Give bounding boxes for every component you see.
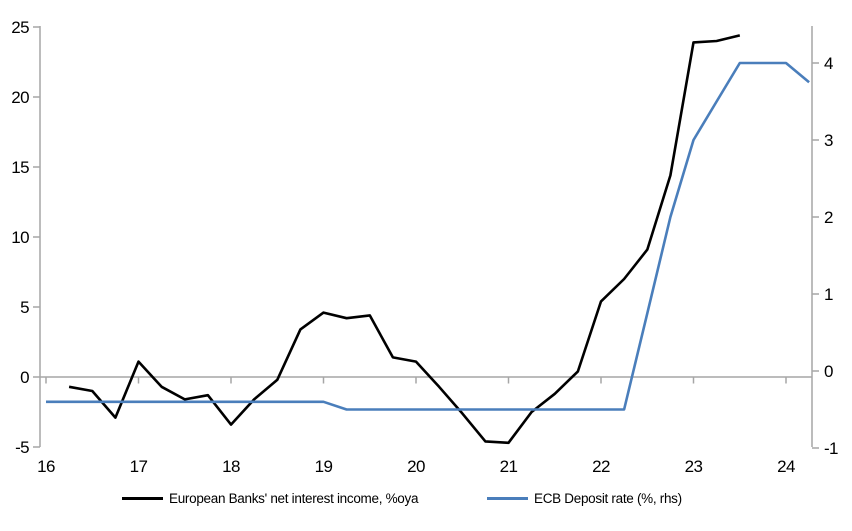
right-axis-tick-label: 4 xyxy=(824,54,833,73)
right-axis-tick-label: 1 xyxy=(824,285,833,304)
left-axis-tick-label: -5 xyxy=(15,438,29,457)
legend-item-net-interest-income: European Banks' net interest income, %oy… xyxy=(122,490,419,506)
left-axis-tick-label: 20 xyxy=(11,88,29,107)
left-axis-tick-label: 10 xyxy=(11,228,29,247)
x-axis-tick-label: 17 xyxy=(130,457,148,476)
x-axis-tick-label: 21 xyxy=(500,457,518,476)
deposit-rate-series-line xyxy=(46,61,810,411)
left-axis-tick-label: 0 xyxy=(20,368,29,387)
right-axis-tick-label: 3 xyxy=(824,131,833,150)
x-axis-tick-label: 24 xyxy=(777,457,795,476)
x-axis-tick-label: 19 xyxy=(315,457,333,476)
x-axis-tick-label: 23 xyxy=(685,457,703,476)
left-axis-tick-label: 15 xyxy=(11,158,29,177)
deposit-rate-legend-line-swatch xyxy=(487,496,528,500)
deposit-rate-legend-label: ECB Deposit rate (%, rhs) xyxy=(534,490,682,506)
right-axis-tick-label: 2 xyxy=(824,208,833,227)
x-axis-tick-label: 22 xyxy=(592,457,610,476)
nii-series-line xyxy=(68,34,741,445)
nii-legend-label: European Banks' net interest income, %oy… xyxy=(169,490,419,506)
legend-item-deposit-rate: ECB Deposit rate (%, rhs) xyxy=(487,490,682,506)
left-axis-tick-label: 5 xyxy=(20,298,29,317)
left-axis-tick-label: 25 xyxy=(11,18,29,37)
right-axis-tick-label: 0 xyxy=(824,362,833,381)
nii-legend-line-swatch xyxy=(122,496,163,500)
x-axis-tick-label: 18 xyxy=(222,457,240,476)
right-axis-tick-label: -1 xyxy=(824,439,838,458)
x-axis-tick-label: 20 xyxy=(407,457,425,476)
x-axis-tick-label: 16 xyxy=(37,457,55,476)
